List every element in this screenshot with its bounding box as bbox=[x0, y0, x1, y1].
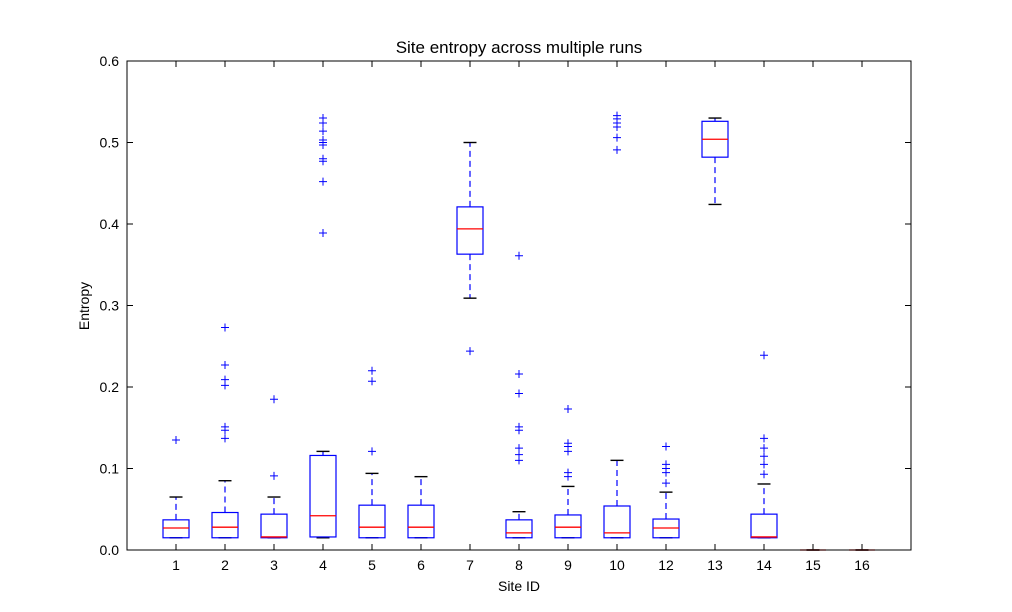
outlier-point bbox=[515, 456, 523, 465]
outlier-point bbox=[662, 442, 670, 451]
x-tick-label: 12 bbox=[658, 557, 674, 573]
x-tick-label: 8 bbox=[515, 557, 523, 573]
outlier-point bbox=[564, 472, 572, 481]
box bbox=[456, 206, 484, 255]
outlier-point bbox=[319, 177, 327, 186]
x-tick-label: 1 bbox=[172, 557, 180, 573]
box bbox=[211, 511, 239, 539]
box bbox=[162, 519, 190, 539]
box bbox=[505, 519, 533, 539]
y-tick-label: 0.4 bbox=[100, 216, 120, 232]
outlier-point bbox=[368, 447, 376, 456]
outlier-point bbox=[564, 447, 572, 456]
x-tick-label: 6 bbox=[417, 557, 425, 573]
outlier-point bbox=[760, 452, 768, 461]
outlier-point bbox=[221, 434, 229, 443]
x-tick-label: 2 bbox=[221, 557, 229, 573]
outlier-point bbox=[662, 468, 670, 477]
outlier-point bbox=[662, 479, 670, 488]
outlier-point bbox=[221, 426, 229, 435]
outlier-point bbox=[515, 251, 523, 260]
outlier-point bbox=[221, 381, 229, 390]
outlier-point bbox=[515, 389, 523, 398]
outlier-point bbox=[319, 228, 327, 237]
x-tick-label: 9 bbox=[564, 557, 572, 573]
y-tick-label: 0.1 bbox=[100, 461, 120, 477]
x-tick-label: 10 bbox=[609, 557, 625, 573]
box bbox=[260, 513, 288, 539]
x-tick-label: 3 bbox=[270, 557, 278, 573]
outlier-point bbox=[270, 471, 278, 480]
outlier-point bbox=[613, 123, 621, 132]
x-tick-label: 5 bbox=[368, 557, 376, 573]
y-tick-label: 0.2 bbox=[100, 379, 120, 395]
outlier-point bbox=[319, 118, 327, 127]
outlier-point bbox=[172, 435, 180, 444]
y-tick-label: 0.5 bbox=[100, 135, 120, 151]
outlier-point bbox=[760, 460, 768, 469]
outlier-point bbox=[368, 366, 376, 375]
outlier-point bbox=[221, 323, 229, 332]
outlier-point bbox=[221, 360, 229, 369]
x-tick-label: 13 bbox=[707, 557, 723, 573]
box bbox=[407, 504, 435, 539]
outlier-point bbox=[613, 145, 621, 154]
chart-title: Site entropy across multiple runs bbox=[396, 38, 643, 57]
box bbox=[603, 505, 631, 539]
outlier-point bbox=[613, 133, 621, 142]
outlier-point bbox=[760, 470, 768, 479]
y-tick-label: 0.0 bbox=[100, 542, 120, 558]
x-tick-label: 7 bbox=[466, 557, 474, 573]
y-tick-label: 0.6 bbox=[100, 53, 120, 69]
box bbox=[358, 504, 386, 539]
x-tick-label: 16 bbox=[854, 557, 870, 573]
outlier-point bbox=[466, 347, 474, 356]
plot-frame bbox=[126, 60, 912, 551]
outlier-point bbox=[564, 405, 572, 414]
outlier-point bbox=[515, 369, 523, 378]
outlier-point bbox=[368, 377, 376, 386]
x-tick-label: 15 bbox=[805, 557, 821, 573]
box bbox=[554, 514, 582, 539]
outlier-point bbox=[319, 157, 327, 166]
outlier-point bbox=[760, 351, 768, 360]
x-axis-label: Site ID bbox=[498, 578, 540, 594]
x-tick-label: 4 bbox=[319, 557, 327, 573]
outlier-point bbox=[760, 434, 768, 443]
box bbox=[309, 454, 337, 538]
outlier-point bbox=[270, 395, 278, 404]
y-tick-label: 0.3 bbox=[100, 298, 120, 314]
outlier-point bbox=[319, 127, 327, 136]
y-axis-label: Entropy bbox=[76, 282, 92, 330]
outlier-point bbox=[760, 444, 768, 453]
outlier-point bbox=[515, 426, 523, 435]
box bbox=[750, 513, 778, 539]
outlier-point bbox=[319, 140, 327, 149]
x-tick-label: 14 bbox=[756, 557, 772, 573]
